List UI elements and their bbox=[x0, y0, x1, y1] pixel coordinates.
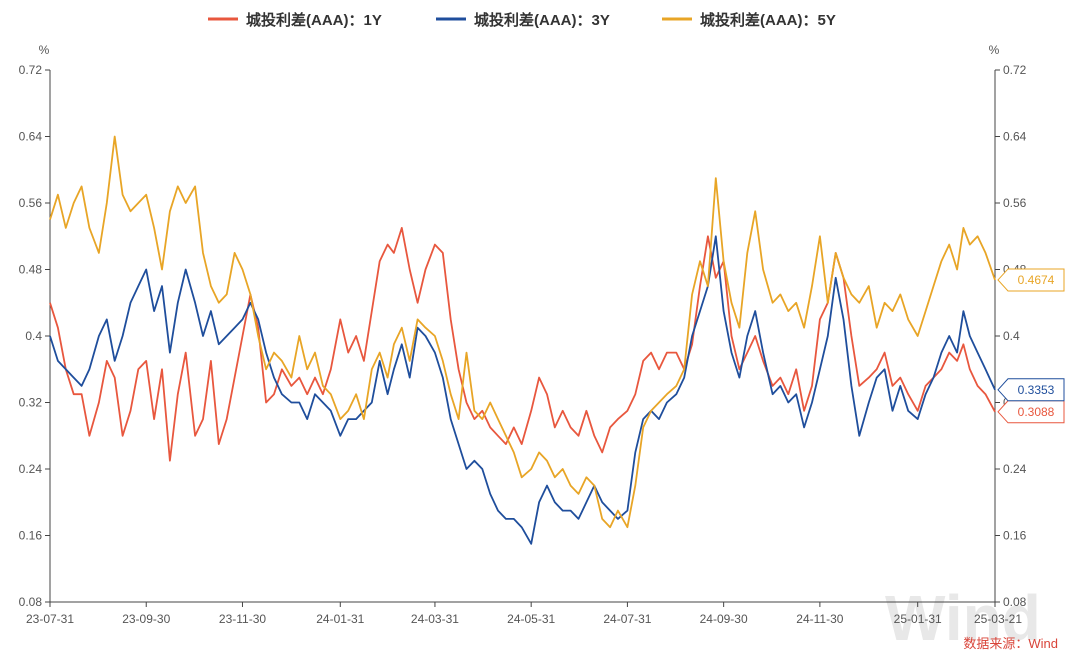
y-tick-right-label: 0.24 bbox=[1003, 462, 1027, 476]
badge-value: 0.3353 bbox=[1018, 383, 1055, 397]
last-value-badges: 0.3088 0.3353 0.4674 bbox=[997, 268, 1065, 424]
y-tick-right-label: 0.16 bbox=[1003, 529, 1027, 543]
y-tick-right-label: 0.4 bbox=[1003, 329, 1020, 343]
y-tick-left-label: 0.08 bbox=[19, 595, 43, 609]
legend-label-3y: 城投利差(AAA)：3Y bbox=[474, 11, 610, 29]
y-tick-left-label: 0.16 bbox=[19, 529, 43, 543]
last-value-badge-3y: 0.3353 bbox=[997, 378, 1065, 402]
y-tick-left-label: 0.72 bbox=[19, 63, 43, 77]
last-value-badge-5y: 0.4674 bbox=[997, 268, 1065, 292]
y-unit-left: % bbox=[39, 43, 50, 57]
badge-box bbox=[997, 400, 1065, 424]
series-line-1y bbox=[49, 227, 996, 462]
legend-label-5y: 城投利差(AAA)：5Y bbox=[700, 11, 836, 29]
y-axis-right: 0.080.160.240.320.40.480.560.640.72 bbox=[995, 63, 1027, 609]
y-tick-right-label: 0.56 bbox=[1003, 196, 1027, 210]
y-tick-right-label: 0.08 bbox=[1003, 595, 1027, 609]
legend-item-1y[interactable]: 城投利差(AAA)：1Y bbox=[208, 11, 382, 29]
x-tick-label: 24-05-31 bbox=[507, 612, 555, 626]
legend-label-1y: 城投利差(AAA)：1Y bbox=[246, 11, 382, 29]
y-axis-left: 0.08 0.16 0.24 0.32 0.4 0.48 0.56 0.64 0.72 bbox=[19, 63, 50, 609]
y-tick-left-label: 0.32 bbox=[19, 396, 43, 410]
legend: 城投利差(AAA)：1Y 城投利差(AAA)：3Y 城投利差(AAA)：5Y bbox=[208, 11, 836, 29]
badge-value: 0.4674 bbox=[1018, 273, 1055, 287]
x-tick-label: 23-11-30 bbox=[219, 612, 266, 626]
series-line-3y bbox=[49, 235, 996, 545]
x-axis: 23-07-31 23-09-30 23-11-30 24-01-31 24-03-31… bbox=[26, 602, 1022, 626]
y-unit-right: % bbox=[989, 43, 1000, 57]
y-tick-left-label: 0.4 bbox=[25, 329, 42, 343]
x-tick-label: 23-09-30 bbox=[122, 612, 170, 626]
badge-box bbox=[997, 268, 1065, 292]
x-tick-label: 23-07-31 bbox=[26, 612, 74, 626]
x-tick-label: 24-01-31 bbox=[316, 612, 364, 626]
source-note: 数据来源：Wind bbox=[963, 636, 1058, 651]
y-tick-left-label: 0.56 bbox=[19, 196, 43, 210]
x-tick-label: 25-01-31 bbox=[894, 612, 942, 626]
last-value-badge-1y: 0.3088 bbox=[997, 400, 1065, 424]
series-line-5y bbox=[49, 135, 996, 529]
x-tick-label: 24-07-31 bbox=[603, 612, 651, 626]
series-lines bbox=[49, 135, 996, 545]
watermark: Wind bbox=[885, 582, 1041, 654]
y-tick-left-label: 0.24 bbox=[19, 462, 43, 476]
x-tick-label: 25-03-21 bbox=[974, 612, 1022, 626]
x-tick-label: 24-11-30 bbox=[796, 612, 843, 626]
y-tick-left-label: 0.64 bbox=[19, 130, 43, 144]
y-tick-right-label: 0.72 bbox=[1003, 63, 1027, 77]
y-tick-right-label: 0.64 bbox=[1003, 130, 1027, 144]
badge-value: 0.3088 bbox=[1018, 405, 1055, 419]
x-tick-label: 24-09-30 bbox=[700, 612, 748, 626]
badge-box bbox=[997, 378, 1065, 402]
x-tick-label: 24-03-31 bbox=[411, 612, 459, 626]
axes bbox=[49, 70, 996, 603]
legend-item-5y[interactable]: 城投利差(AAA)：5Y bbox=[662, 11, 836, 29]
legend-item-3y[interactable]: 城投利差(AAA)：3Y bbox=[436, 11, 610, 29]
y-tick-left-label: 0.48 bbox=[19, 263, 43, 277]
